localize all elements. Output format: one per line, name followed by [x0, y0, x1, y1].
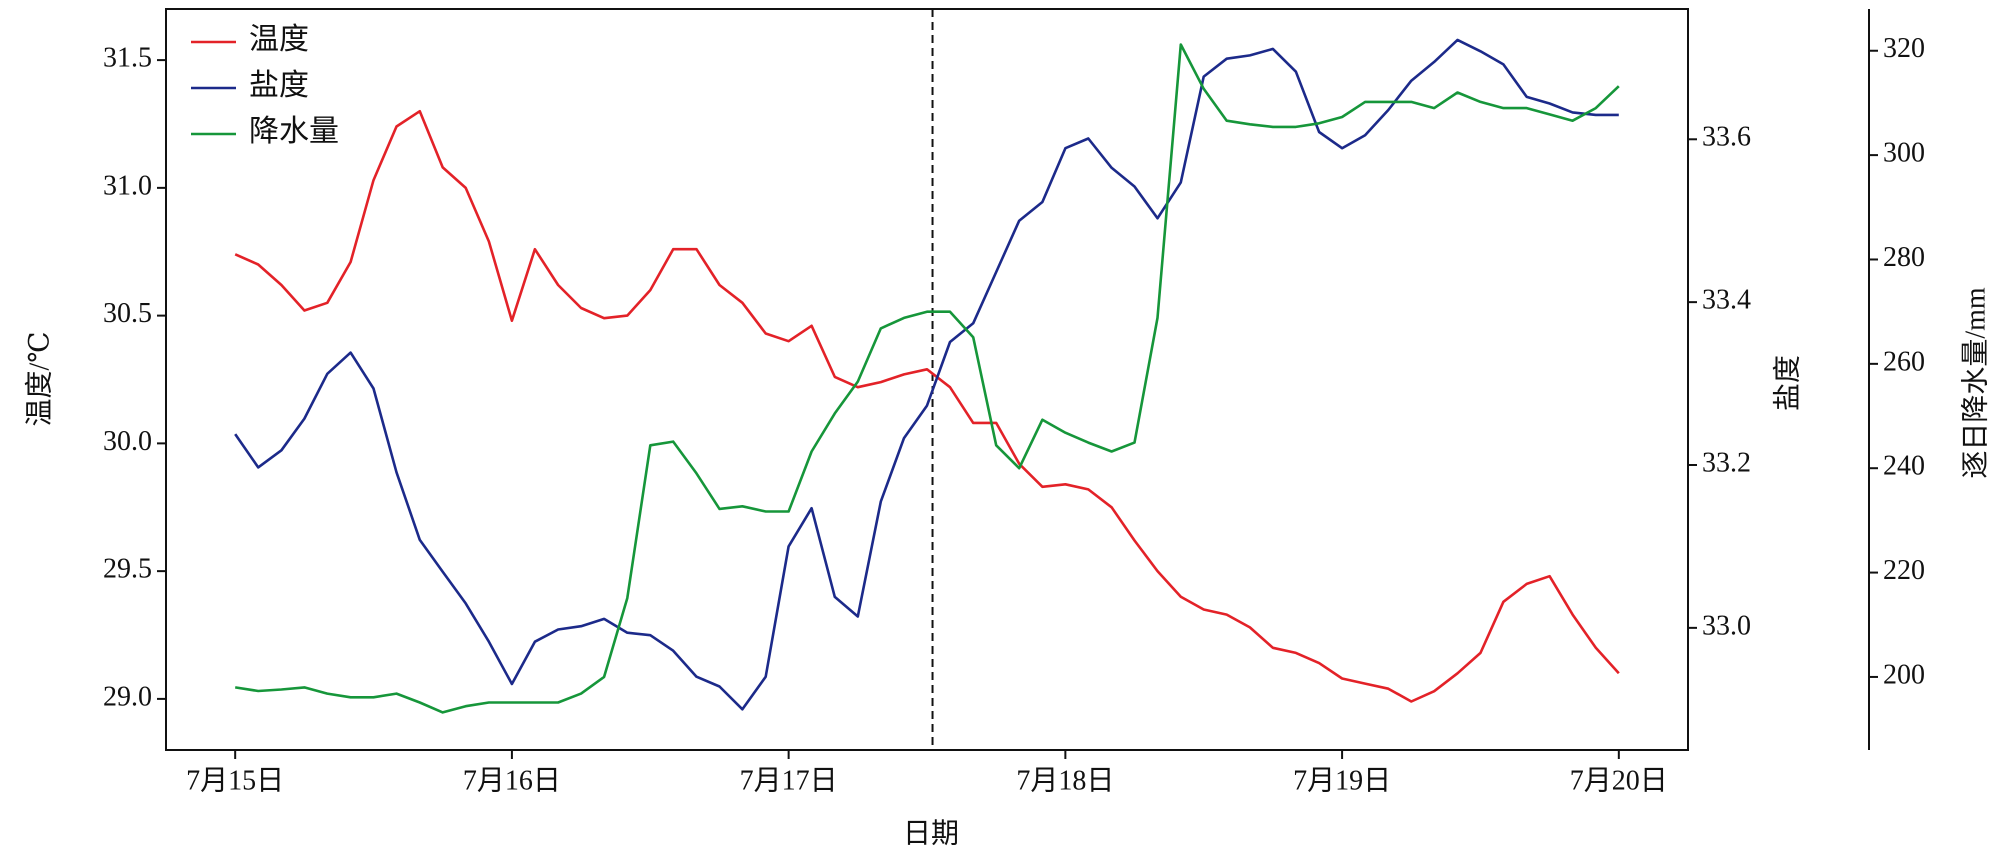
- x-tick-label: 7月18日: [1016, 765, 1114, 796]
- y3-tick-label: 220: [1883, 555, 1925, 586]
- x-axis-label: 日期: [903, 818, 959, 849]
- y3-axis-label: 逐日降水量/mm: [1959, 287, 1991, 479]
- y-tick-label: 30.5: [103, 298, 152, 329]
- y-tick-label: 31.5: [103, 43, 152, 74]
- series-line: [234, 38, 1619, 711]
- x-tick-label: 7月17日: [740, 765, 838, 796]
- y2-tick-label: 33.6: [1702, 122, 1751, 153]
- x-tick-label: 7月19日: [1293, 765, 1391, 796]
- y-tick-label: 30.0: [103, 426, 152, 457]
- y3-tick-label: 240: [1883, 451, 1925, 482]
- y-tick-label: 29.5: [103, 554, 152, 585]
- y-axis-label: 温度/℃: [23, 331, 55, 426]
- y-tick-label: 29.0: [103, 681, 152, 712]
- y3-tick-label: 260: [1883, 346, 1925, 377]
- y3-tick-label: 320: [1883, 33, 1925, 64]
- y2-tick-label: 33.2: [1702, 447, 1751, 478]
- series-line: [234, 43, 1620, 714]
- series-line: [234, 109, 1620, 703]
- plot-frame: [165, 8, 1689, 751]
- x-tick-label: 7月15日: [186, 765, 284, 796]
- x-tick-label: 7月20日: [1570, 765, 1668, 796]
- y2-tick-label: 33.0: [1702, 610, 1751, 641]
- x-tick-label: 7月16日: [463, 765, 561, 796]
- legend-label: 温度: [249, 23, 309, 56]
- y-tick-label: 31.0: [103, 170, 152, 201]
- y2-tick-label: 33.4: [1702, 285, 1751, 316]
- y3-tick-label: 200: [1883, 659, 1925, 690]
- legend-label: 降水量: [249, 115, 339, 148]
- legend-label: 盐度: [249, 69, 309, 102]
- y3-tick-label: 280: [1883, 242, 1925, 273]
- y2-axis-label: 盐度: [1771, 355, 1803, 411]
- y3-tick-label: 300: [1883, 138, 1925, 169]
